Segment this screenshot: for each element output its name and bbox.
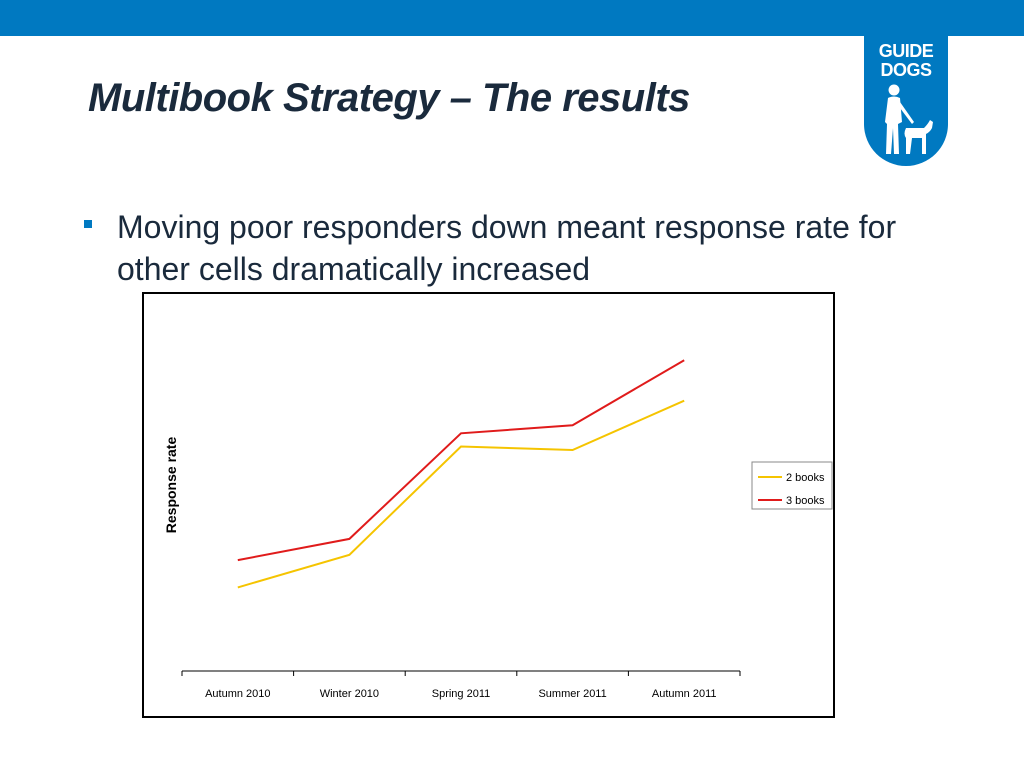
x-tick-label: Autumn 2011	[652, 688, 717, 700]
series-line-2-books	[237, 399, 685, 589]
bullet-text: Moving poor responders down meant respon…	[117, 209, 897, 287]
logo-line-1: GUIDE	[878, 41, 934, 61]
x-tick-label: Summer 2011	[538, 688, 606, 700]
chart-legend: 2 books 3 books	[751, 461, 833, 510]
legend-label: 2 books	[786, 472, 825, 484]
chart-svg: Response rate Autumn 2010 Winter 2010 Spri…	[163, 359, 833, 700]
logo-wordmark: GUIDE DOGS	[864, 42, 948, 80]
person-with-guide-dog-icon	[885, 84, 933, 154]
guide-dogs-logo: GUIDE DOGS	[864, 36, 948, 166]
x-tick-label: Winter 2010	[320, 688, 379, 700]
line-chart: Response rate Autumn 2010 Winter 2010 Spri…	[142, 292, 835, 718]
header-bar	[0, 0, 1024, 36]
legend-box	[751, 461, 833, 510]
x-axis: Autumn 2010 Winter 2010 Spring 2011 Summer …	[181, 670, 741, 700]
series-line-3-books	[237, 359, 685, 562]
logo-line-2: DOGS	[880, 60, 932, 80]
legend-label: 3 books	[786, 495, 825, 507]
slide-title: Multibook Strategy – The results	[88, 76, 690, 120]
y-axis-title: Response rate	[163, 437, 179, 534]
bullet-marker	[84, 220, 92, 228]
x-tick-label: Spring 2011	[432, 688, 491, 700]
x-tick-label: Autumn 2010	[205, 688, 270, 700]
